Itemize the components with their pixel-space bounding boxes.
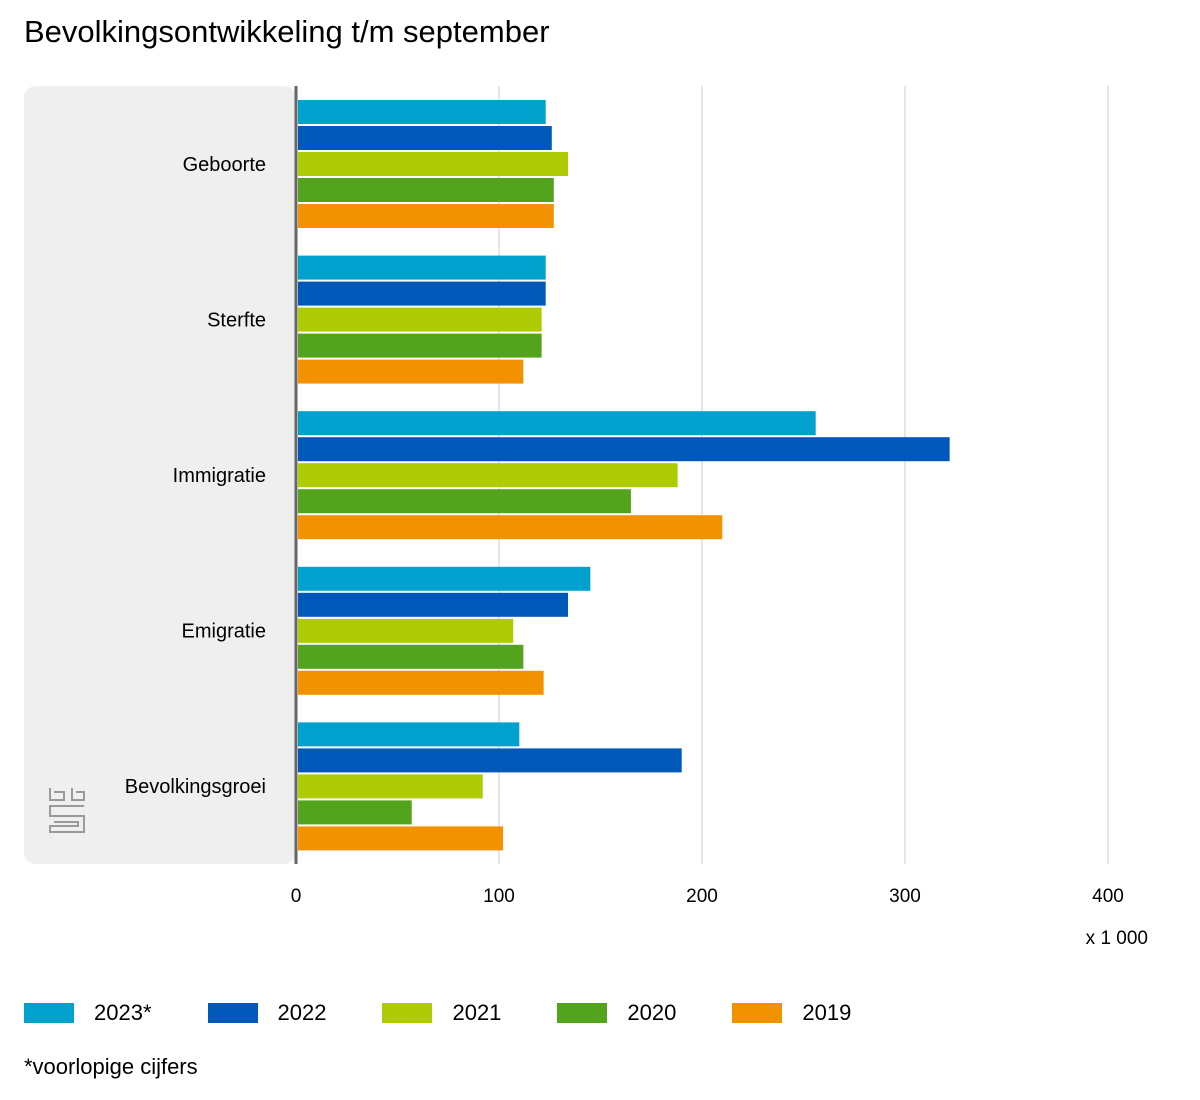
category-label: Sterfte <box>207 309 266 331</box>
bar <box>298 333 542 358</box>
x-tick-label: 400 <box>1092 886 1124 907</box>
legend-label: 2020 <box>627 1000 677 1025</box>
bar <box>298 152 569 176</box>
bar <box>298 178 554 202</box>
bar <box>298 307 542 332</box>
x-tick-label: 0 <box>291 886 302 907</box>
bar <box>298 463 678 488</box>
x-tick-label: 200 <box>686 886 718 907</box>
unit-label: x 1 000 <box>1086 928 1148 949</box>
bar <box>298 618 514 643</box>
category-label: Bevolkingsgroei <box>125 776 266 798</box>
legend-swatch <box>207 1003 258 1023</box>
bar <box>298 774 483 799</box>
legend-label: 2019 <box>802 1000 852 1025</box>
legend-item: 2021 <box>382 1000 501 1026</box>
legend-item: 2022 <box>207 1000 327 1026</box>
legend-swatch <box>732 1003 783 1023</box>
bar <box>298 748 682 773</box>
legend-label: 2023* <box>94 1000 152 1025</box>
bar <box>298 359 524 384</box>
bar <box>298 100 546 124</box>
bar <box>298 515 723 540</box>
bar <box>298 722 520 747</box>
bar <box>298 126 552 150</box>
category-label: Immigratie <box>173 465 266 487</box>
legend-item: 2020 <box>557 1000 676 1026</box>
x-tick-label: 300 <box>889 886 921 907</box>
bar <box>298 281 546 306</box>
chart-title: Bevolkingsontwikkeling t/m september <box>24 14 550 49</box>
bar <box>298 826 504 851</box>
cbs-logo-icon <box>49 788 85 833</box>
bars <box>298 100 950 851</box>
legend-swatch <box>24 1003 74 1023</box>
bar <box>298 592 569 617</box>
footnote: *voorlopige cijfers <box>24 1054 198 1079</box>
bar <box>298 411 816 436</box>
category-labels: Geboorte Sterfte Immigratie Emigratie Bevolk… <box>125 154 266 798</box>
legend-label: 2021 <box>452 1000 502 1025</box>
bar <box>298 489 631 514</box>
bar <box>298 255 546 280</box>
legend-swatch <box>557 1003 608 1023</box>
legend-item: 2023* <box>24 1000 152 1026</box>
bar-chart: Geboorte Sterfte Immigratie Emigratie Bevolk… <box>24 86 1148 949</box>
legend: 2023* 2022 2021 2020 2019 <box>24 1000 907 1026</box>
legend-item: 2019 <box>732 1000 851 1026</box>
bar <box>298 644 524 669</box>
bar <box>298 800 412 825</box>
bar <box>298 670 544 695</box>
bar <box>298 566 591 591</box>
bar <box>298 437 950 462</box>
category-label: Emigratie <box>182 621 266 643</box>
legend-label: 2022 <box>277 1000 327 1025</box>
category-label: Geboorte <box>183 154 266 176</box>
category-panel <box>24 86 296 864</box>
bar <box>298 204 554 228</box>
x-tick-labels: 0 100 200 300 400 <box>291 886 1124 907</box>
legend-swatch <box>382 1003 433 1023</box>
x-tick-label: 100 <box>483 886 515 907</box>
